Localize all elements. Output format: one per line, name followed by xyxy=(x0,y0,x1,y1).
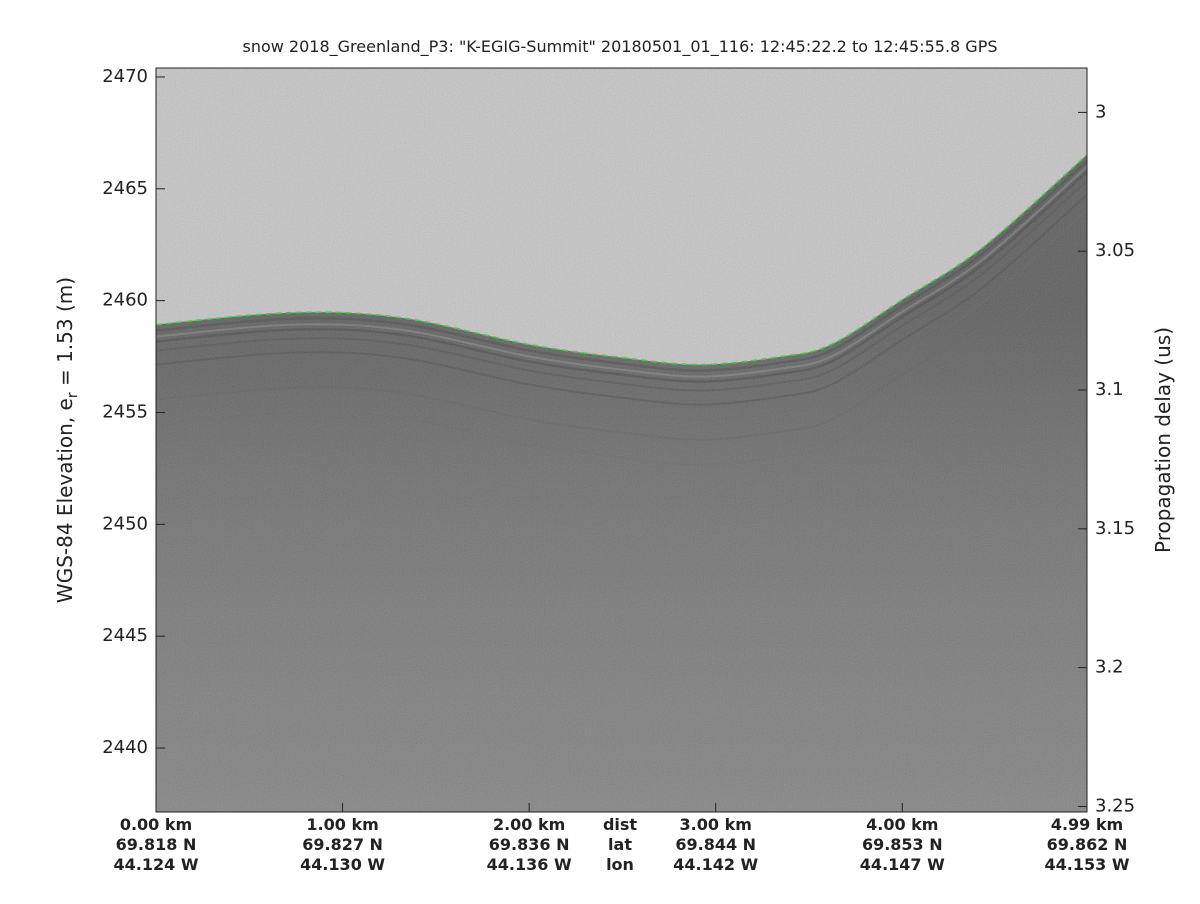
y2-tick-label: 3.15 xyxy=(1095,518,1135,539)
y2-tick-label: 3 xyxy=(1095,101,1106,122)
y2-tick-label: 3.05 xyxy=(1095,240,1135,261)
lon-label: 44.147 W xyxy=(860,855,945,874)
y-tick-label: 2465 xyxy=(102,178,148,199)
chart-title: snow 2018_Greenland_P3: "K-EGIG-Summit" … xyxy=(242,37,997,57)
x-tick-label: 4.00 km xyxy=(866,815,938,834)
lon-label: 44.136 W xyxy=(487,855,572,874)
y-tick-label: 2440 xyxy=(102,737,148,758)
y-tick-label: 2455 xyxy=(102,401,148,422)
y-tick-label: 2445 xyxy=(102,625,148,646)
x-tick-label: 2.00 km xyxy=(493,815,565,834)
lon-label: 44.142 W xyxy=(673,855,758,874)
lat-label: 69.818 N xyxy=(116,835,197,854)
lat-label: 69.853 N xyxy=(862,835,943,854)
y-label-sub: r xyxy=(65,392,81,398)
lon-label: 44.124 W xyxy=(114,855,199,874)
lon-label: 44.130 W xyxy=(300,855,385,874)
y-axis-label: WGS-84 Elevation, er = 1.53 (m) xyxy=(53,277,81,603)
lat-label: 69.827 N xyxy=(302,835,383,854)
y-label-text: WGS-84 Elevation, e xyxy=(53,398,77,603)
y2-tick-label: 3.25 xyxy=(1095,795,1135,816)
y2-tick-label: 3.2 xyxy=(1095,657,1124,678)
noise xyxy=(156,68,1087,812)
x-tick-label: 4.99 km xyxy=(1051,815,1123,834)
noise-texture xyxy=(156,68,1087,812)
y2-tick-label: 3.1 xyxy=(1095,379,1124,400)
lat-label: 69.836 N xyxy=(489,835,570,854)
y-tick-label: 2470 xyxy=(102,66,148,87)
x-tick-label: 0.00 km xyxy=(120,815,192,834)
lat-label: 69.844 N xyxy=(675,835,756,854)
y-tick-label: 2460 xyxy=(102,290,148,311)
x-tick-label: 1.00 km xyxy=(306,815,378,834)
lon-label: 44.153 W xyxy=(1045,855,1130,874)
row-label: lat xyxy=(608,835,632,854)
lat-label: 69.862 N xyxy=(1047,835,1128,854)
row-label: lon xyxy=(606,855,634,874)
axes-box xyxy=(155,67,1088,813)
y-label-rest: = 1.53 (m) xyxy=(53,277,77,392)
x-tick-label: 3.00 km xyxy=(680,815,752,834)
row-label: dist xyxy=(603,815,637,834)
y2-axis-label: Propagation delay (us) xyxy=(1151,327,1175,553)
y-tick-label: 2450 xyxy=(102,513,148,534)
